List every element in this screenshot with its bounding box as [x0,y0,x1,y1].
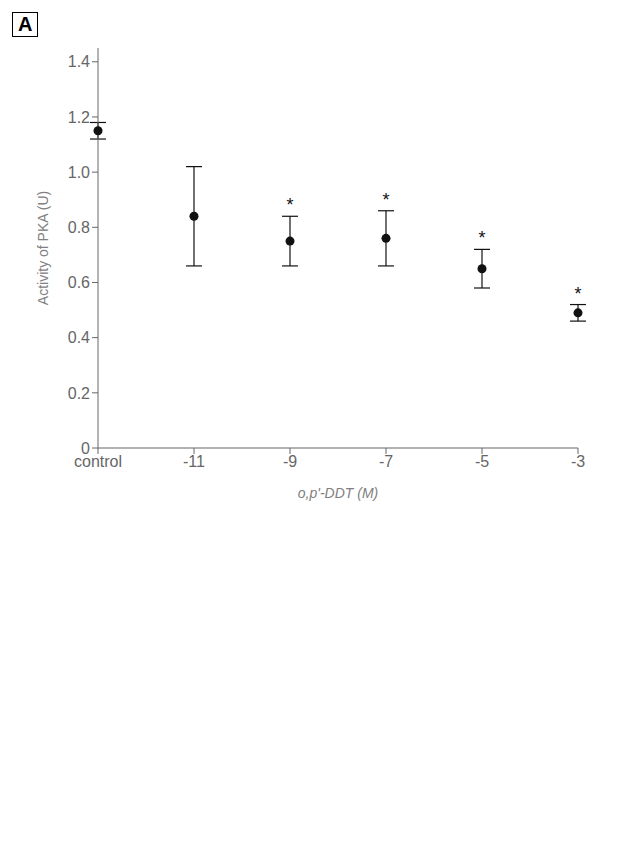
svg-text:*: * [478,228,485,248]
svg-text:1.0: 1.0 [68,164,90,181]
svg-text:-7: -7 [379,453,393,470]
svg-text:*: * [382,190,389,210]
svg-text:-3: -3 [571,453,585,470]
svg-text:0.8: 0.8 [68,219,90,236]
svg-text:0.4: 0.4 [68,329,90,346]
svg-text:0: 0 [81,440,90,457]
svg-text:0.6: 0.6 [68,274,90,291]
svg-text:1.2: 1.2 [68,109,90,126]
svg-text:control: control [74,453,122,471]
svg-text:-11: -11 [183,453,205,470]
svg-text:1.4: 1.4 [68,53,90,70]
svg-text:o,p'-DDT (M): o,p'-DDT (M) [298,485,378,501]
svg-text:Activity of PKA (U): Activity of PKA (U) [35,191,51,305]
svg-text:-9: -9 [283,453,297,470]
svg-text:*: * [574,284,581,304]
html-text:A: A [18,13,33,35]
svg-text:0.2: 0.2 [68,385,90,402]
svg-text:*: * [286,195,293,215]
svg-text:-5: -5 [475,453,489,470]
